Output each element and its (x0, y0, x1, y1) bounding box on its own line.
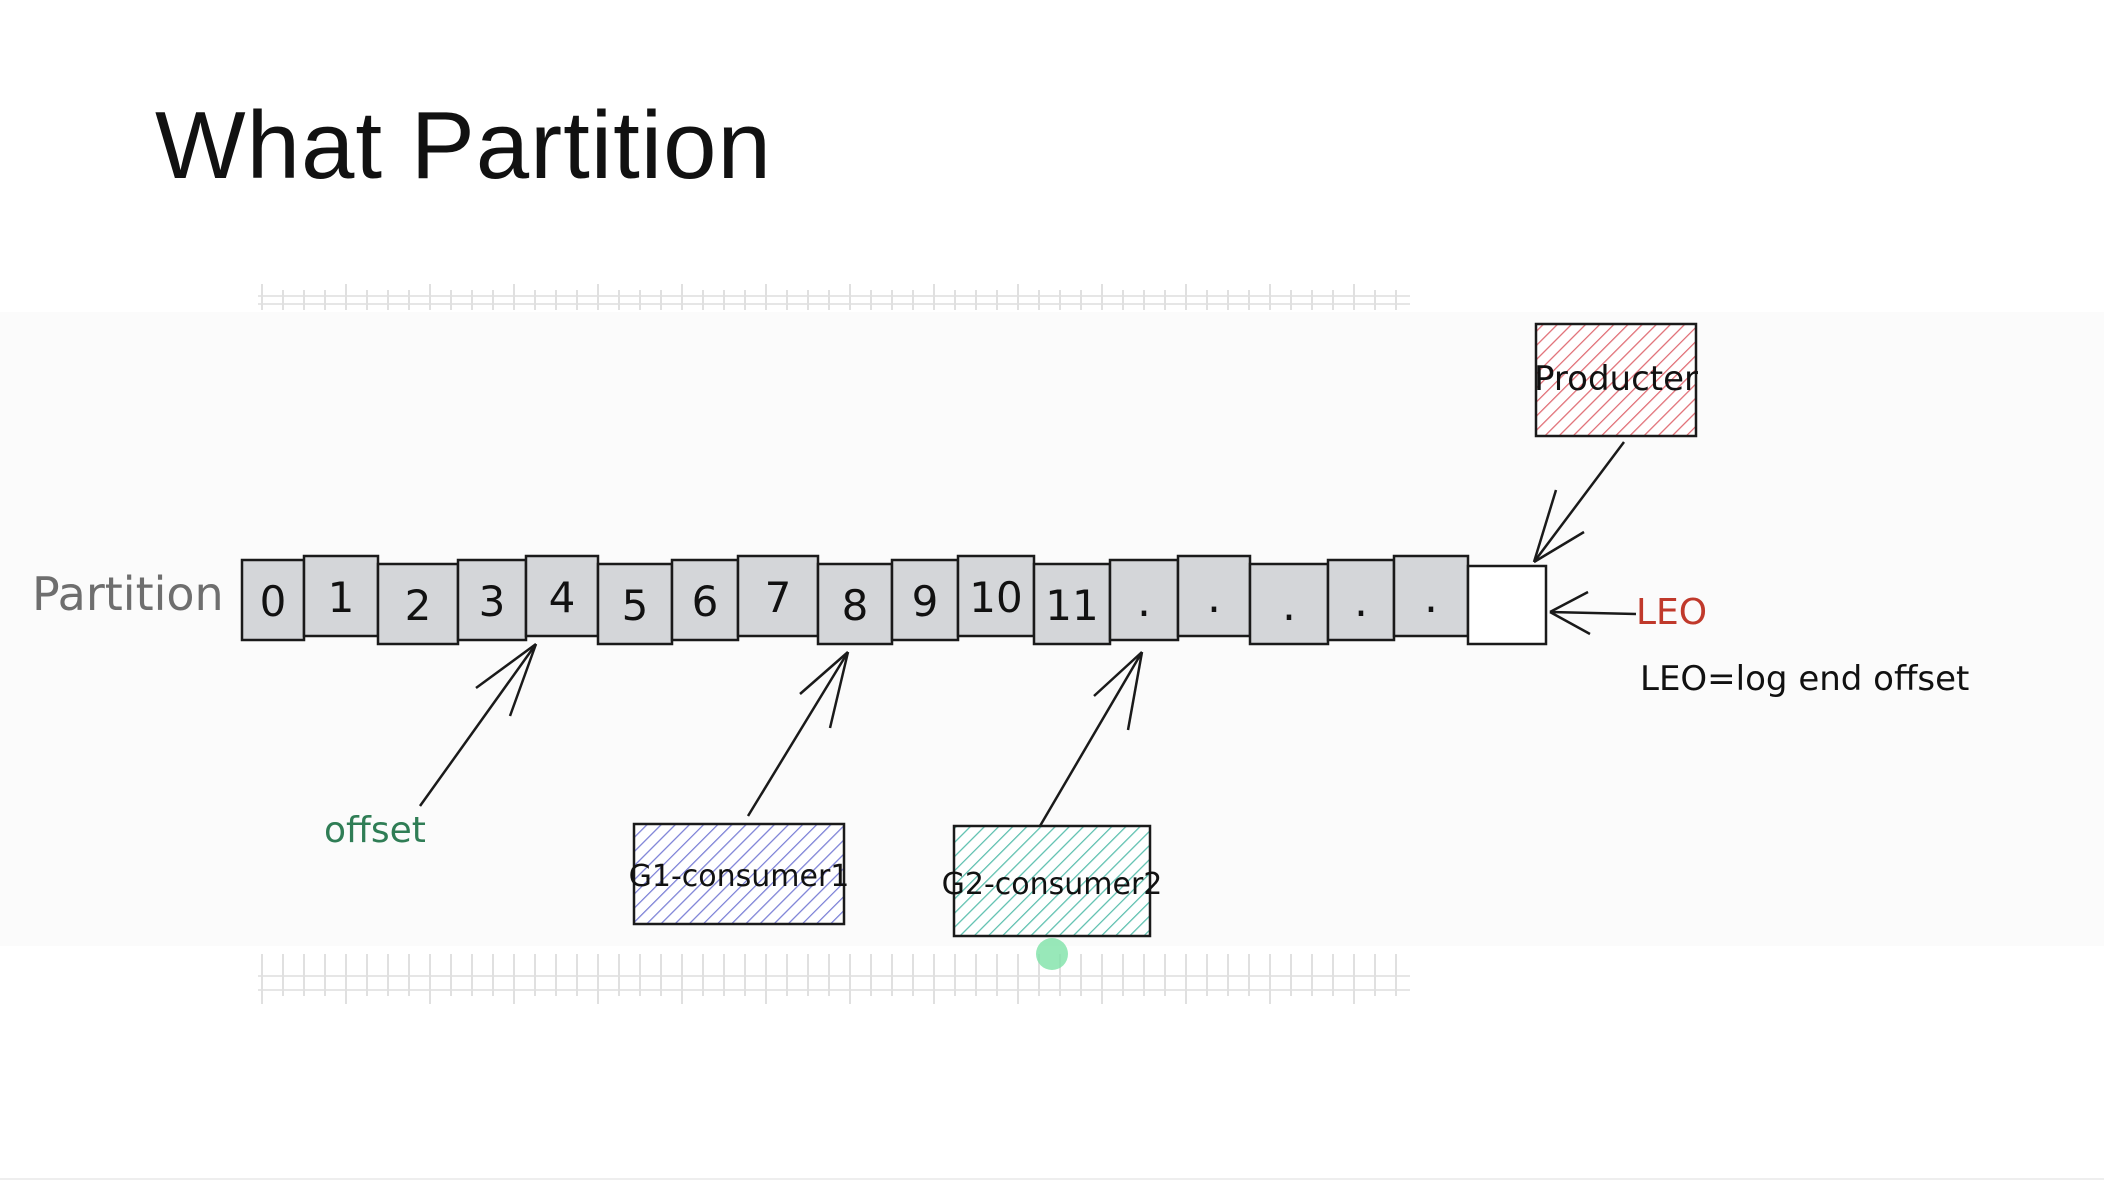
partition-cell-label: . (1207, 572, 1221, 623)
bottom-rule (0, 1178, 2104, 1180)
partition-cell: 10 (958, 556, 1034, 636)
partition-label: Partition (32, 567, 224, 621)
partition-cell: . (1394, 556, 1468, 636)
partition-cell-label: . (1137, 576, 1151, 627)
partition-cell-label: 4 (549, 573, 576, 622)
partition-cell-label: . (1424, 572, 1438, 623)
leo-definition: LEO=log end offset (1640, 659, 1969, 699)
partition-cell: 9 (892, 560, 958, 640)
producer-box: Producter (1534, 324, 1698, 436)
selection-handle (1036, 938, 1068, 970)
partition-cell: 11 (1034, 564, 1110, 644)
consumer1-box: G1-consumer1 (629, 824, 850, 924)
partition-cell: 2 (378, 564, 458, 644)
partition-cell-label: 3 (479, 577, 506, 626)
leo-arrow (1550, 592, 1636, 634)
consumer2-box: G2-consumer2 (942, 826, 1163, 936)
partition-cell-label: 0 (260, 577, 287, 626)
partition-cell: . (1328, 560, 1394, 640)
partition-cell: 1 (304, 556, 378, 636)
partition-cell: 4 (526, 556, 598, 636)
consumer2-label: G2-consumer2 (942, 867, 1163, 902)
partition-cell-label: 11 (1045, 581, 1098, 630)
partition-cell-label: 8 (842, 581, 869, 630)
offset-arrow (420, 644, 536, 806)
partition-cell: 3 (458, 560, 526, 640)
producer-arrow (1534, 442, 1624, 562)
partition-cell-label: 6 (692, 577, 719, 626)
partition-cell: . (1178, 556, 1250, 636)
partition-cell-label: . (1354, 576, 1368, 627)
partition-cell: . (1110, 560, 1178, 640)
consumer1-label: G1-consumer1 (629, 859, 850, 894)
partition-cell-label: 2 (405, 581, 432, 630)
leo-empty-cell (1468, 566, 1546, 644)
partition-cell: 0 (242, 560, 304, 640)
partition-cell: 6 (672, 560, 738, 640)
bottom-ruler-ticks (262, 954, 1396, 1004)
partition-cell: 7 (738, 556, 818, 636)
partition-cell: 8 (818, 564, 892, 644)
partition-cells: 0 1 2 3 4 5 6 7 8 9 10 11..... (242, 556, 1468, 644)
partition-cell: 5 (598, 564, 672, 644)
consumer1-arrow (748, 652, 848, 816)
producer-label: Producter (1534, 359, 1698, 399)
partition-cell-label: 7 (765, 573, 792, 622)
partition-cell-label: 9 (912, 577, 939, 626)
partition-cell-label: 1 (328, 573, 355, 622)
leo-label: LEO (1636, 592, 1707, 633)
offset-label: offset (324, 810, 426, 851)
partition-cell-label: 5 (622, 581, 649, 630)
consumer2-arrow (1040, 652, 1142, 826)
partition-cell-label: 10 (969, 573, 1022, 622)
partition-cell: . (1250, 564, 1328, 644)
partition-cell-label: . (1282, 580, 1296, 631)
